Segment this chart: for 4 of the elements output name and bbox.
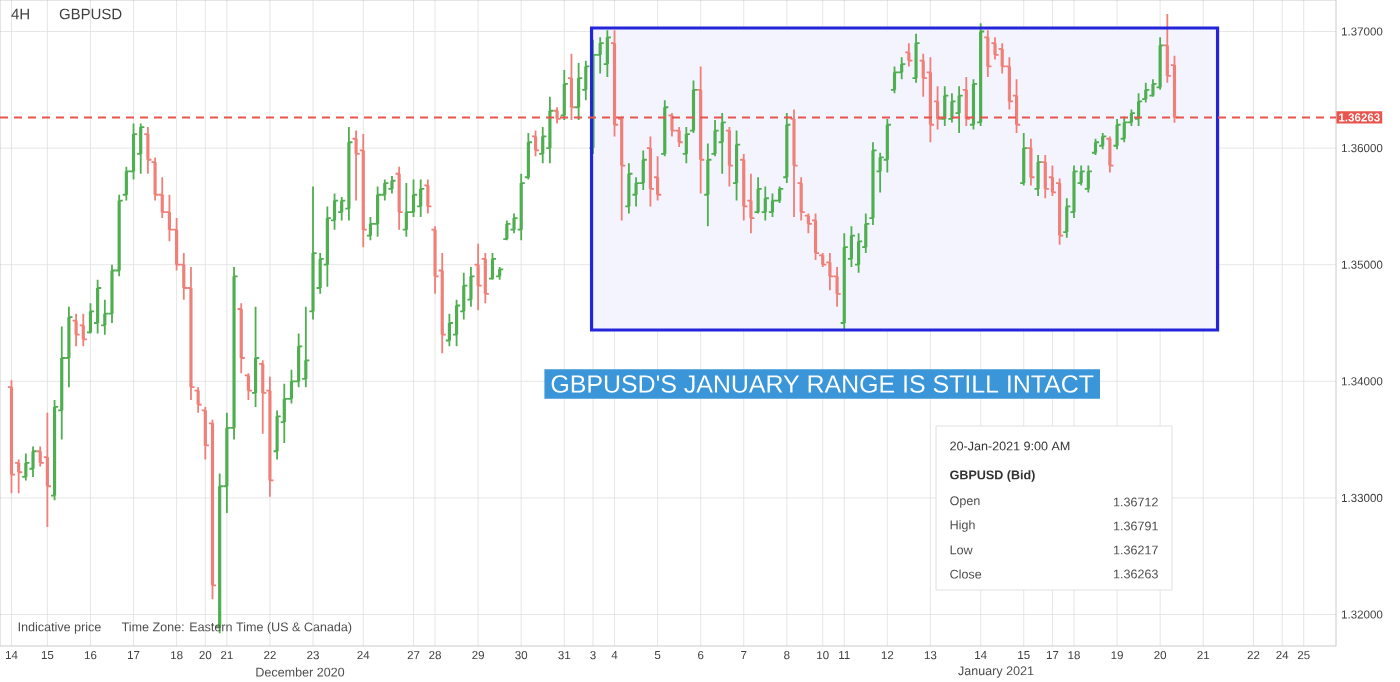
annotation: GBPUSD'S JANUARY RANGE IS STILL INTACT [551,375,1094,393]
candlestick [9,379,14,495]
candlestick [691,79,696,134]
candlestick [892,65,897,95]
